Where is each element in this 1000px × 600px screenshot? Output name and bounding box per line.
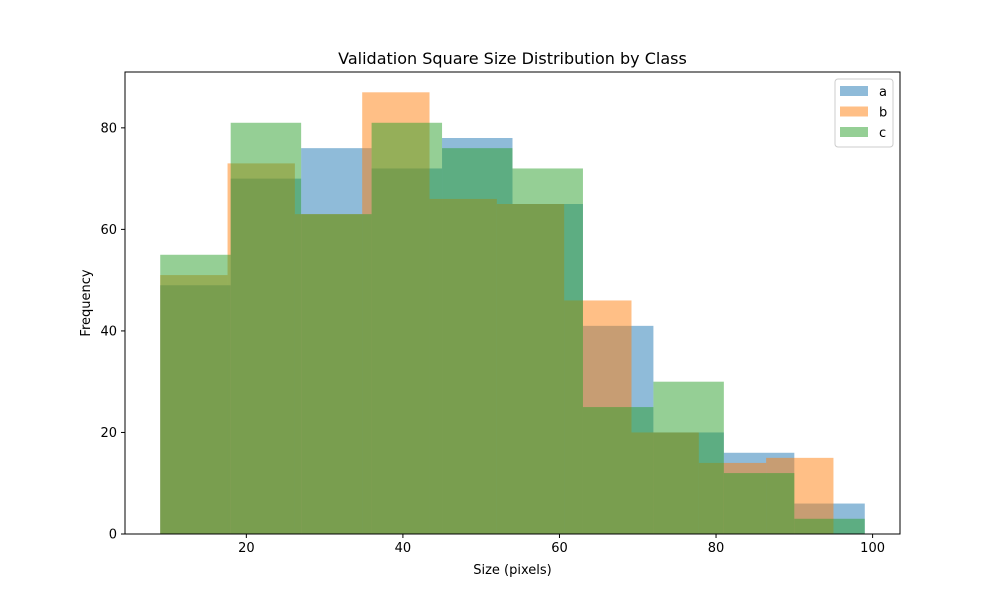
bar-c-9: [794, 518, 865, 534]
x-tick-label-40: 40: [395, 541, 412, 556]
x-tick-label-20: 20: [238, 541, 255, 556]
legend: abc: [834, 78, 894, 148]
bar-c-6: [582, 407, 654, 534]
y-tick-label-80: 80: [100, 121, 117, 136]
bar-c-7: [653, 381, 724, 534]
x-axis-label: Size (pixels): [473, 563, 552, 578]
x-tick-label-80: 80: [708, 541, 725, 556]
bars-layer: [160, 92, 865, 535]
legend-swatch-a: [840, 86, 868, 96]
y-tick-label-40: 40: [100, 324, 117, 339]
y-tick-label-0: 0: [109, 528, 117, 543]
legend-label-a: a: [879, 85, 887, 100]
x-tick-label-60: 60: [551, 541, 568, 556]
bar-c-1: [230, 122, 302, 535]
x-tick-label-100: 100: [860, 541, 885, 556]
y-tick-label-20: 20: [100, 426, 117, 441]
chart-title: Validation Square Size Distribution by C…: [338, 49, 687, 68]
ticks-layer: 20 40 60 80 100 0 20 40 60 80: [100, 121, 885, 556]
legend-swatch-b: [840, 106, 868, 117]
y-tick-label-60: 60: [100, 223, 117, 238]
legend-swatch-c: [840, 127, 868, 137]
bar-c-5: [512, 168, 583, 534]
bar-c-8: [723, 473, 795, 534]
bar-c-4: [442, 148, 513, 534]
plot-frame: [124, 71, 901, 535]
bar-c-3: [371, 122, 443, 535]
bar-c-2: [301, 214, 372, 534]
bar-c-0: [160, 254, 231, 534]
legend-label-b: b: [879, 106, 887, 121]
legend-label-c: c: [879, 126, 886, 141]
y-axis-label: Frequency: [79, 269, 94, 336]
